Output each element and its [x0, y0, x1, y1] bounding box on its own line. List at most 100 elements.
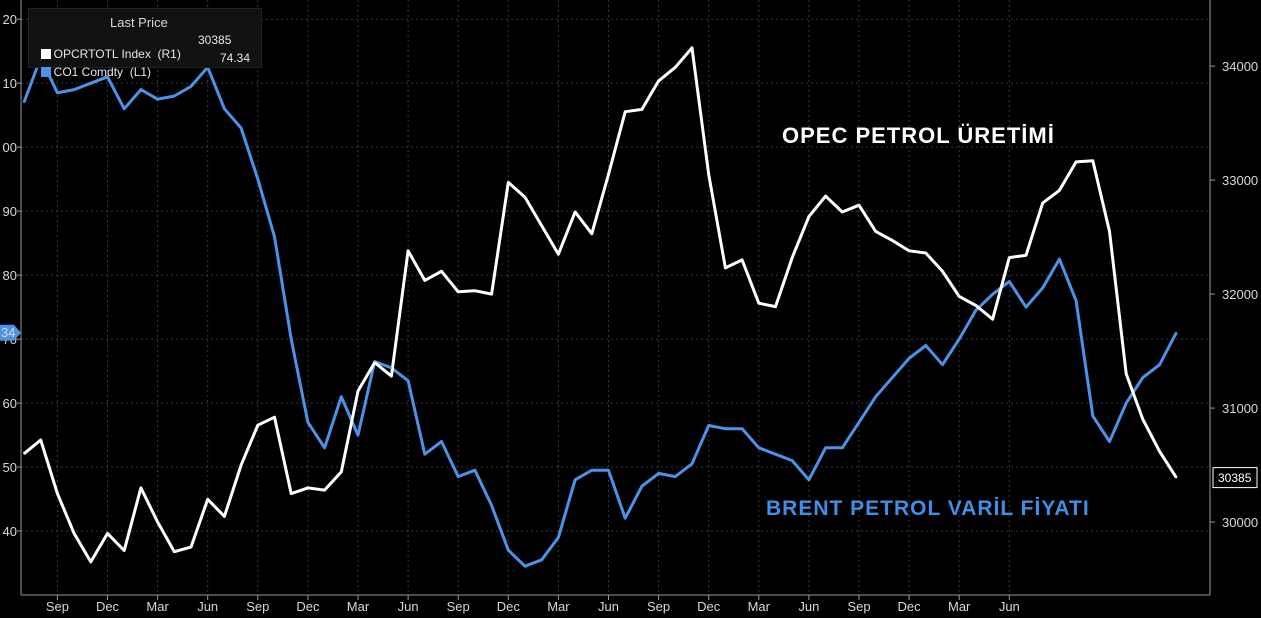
opec-point	[557, 253, 560, 255]
x-tick-label-5: Dec	[296, 599, 320, 614]
brent-point	[390, 367, 393, 369]
brent-point	[925, 344, 927, 347]
brent-point	[557, 536, 560, 539]
series-points-opec	[23, 47, 1178, 563]
brent-point	[1058, 258, 1061, 260]
series-line-brent	[22, 56, 1178, 568]
opec-point	[891, 239, 894, 242]
left-tick-label-120: 20	[3, 12, 17, 27]
opec-point	[991, 318, 994, 320]
x-tick-label-3: Jun	[197, 599, 218, 614]
opec-point	[574, 211, 576, 213]
x-tick-label-15: Jun	[798, 599, 819, 614]
legend-value-brent: 74.34	[220, 51, 251, 65]
opec-point	[841, 211, 844, 213]
opec-point	[540, 224, 543, 227]
brent-point	[440, 440, 443, 443]
x-tick-label-13: Dec	[697, 599, 721, 614]
brent-point	[223, 107, 226, 110]
brent-point	[323, 447, 326, 449]
opec-point	[641, 108, 643, 111]
opec-point	[1075, 161, 1077, 163]
legend-label-opec: OPCRTOTL Index (R1)	[53, 47, 181, 61]
series-points-brent	[23, 56, 1178, 568]
opec-point	[507, 181, 510, 184]
opec-point	[407, 249, 409, 252]
opec-point	[340, 471, 343, 473]
opec-point	[490, 293, 493, 295]
brent-point	[941, 363, 944, 366]
brent-point	[657, 472, 660, 475]
brent-point	[1158, 363, 1161, 366]
opec-point	[273, 416, 276, 418]
opec-point	[925, 252, 927, 254]
legend-label-brent: CO1 Comdty (L1)	[53, 65, 152, 79]
brent-point	[791, 459, 793, 462]
opec-point	[808, 215, 810, 218]
opec-point	[240, 464, 242, 466]
opec-point	[941, 270, 944, 273]
legend-swatch-brent	[40, 67, 51, 77]
x-tick-label-17: Dec	[898, 599, 922, 614]
brent-point	[340, 395, 343, 398]
brent-point	[1075, 299, 1077, 302]
opec-point	[223, 515, 226, 518]
brent-point	[474, 469, 476, 472]
legend-title: Last Price	[110, 15, 168, 30]
x-tick-label-12: Sep	[647, 599, 670, 614]
right-last-value-label: 30385	[1218, 471, 1252, 485]
opec-point	[290, 492, 293, 495]
opec-point	[724, 267, 727, 269]
opec-point	[206, 498, 209, 501]
opec-point	[1092, 159, 1094, 162]
left-tick-label-90: 90	[3, 204, 17, 219]
opec-point	[424, 279, 426, 282]
left-tick-label-50: 50	[3, 460, 17, 475]
legend-panel	[28, 8, 262, 68]
brent-point	[607, 469, 610, 472]
opec-point	[591, 232, 593, 235]
legend-swatch-opec	[40, 49, 51, 59]
brent-point	[424, 453, 426, 456]
grid-lines	[21, 0, 1210, 595]
x-tick-label-7: Jun	[398, 599, 419, 614]
opec-point	[39, 439, 42, 441]
brent-point	[240, 127, 242, 129]
left-tick-label-60: 60	[3, 396, 17, 411]
left-last-value-label: 34	[1, 325, 15, 340]
brent-point	[457, 475, 460, 478]
opec-point	[524, 196, 526, 198]
opec-point	[691, 47, 693, 49]
opec-point	[975, 304, 977, 307]
brent-point	[140, 88, 142, 91]
opec-point	[156, 521, 159, 523]
opec-point	[1158, 450, 1161, 453]
brent-point	[1092, 415, 1094, 417]
x-tick-label-11: Jun	[598, 599, 619, 614]
opec-point	[741, 259, 743, 261]
brent-point	[824, 447, 827, 449]
annotation-opec: OPEC PETROL ÜRETİMİ	[782, 123, 1055, 148]
brent-point	[1175, 331, 1178, 334]
x-tick-label-8: Sep	[447, 599, 470, 614]
brent-point	[774, 453, 777, 456]
opec-point	[607, 173, 610, 176]
brent-point	[23, 101, 25, 104]
opec-point	[824, 195, 827, 197]
brent-point	[1142, 376, 1144, 379]
brent-point	[1025, 306, 1027, 308]
opec-point	[123, 549, 125, 552]
opec-point	[106, 532, 109, 535]
brent-point	[991, 293, 994, 296]
brent-point	[273, 235, 276, 238]
opec-point	[56, 492, 59, 495]
left-tick-label-110: 10	[3, 76, 17, 91]
brent-point	[591, 469, 593, 472]
brent-point	[641, 485, 643, 488]
right-last-value-tag: 30385	[1212, 467, 1258, 489]
legend-value-opec: 30385	[198, 33, 232, 47]
opec-point	[390, 375, 393, 377]
right-tick-label-30000: 30000	[1222, 515, 1258, 530]
opec-point	[908, 249, 910, 252]
